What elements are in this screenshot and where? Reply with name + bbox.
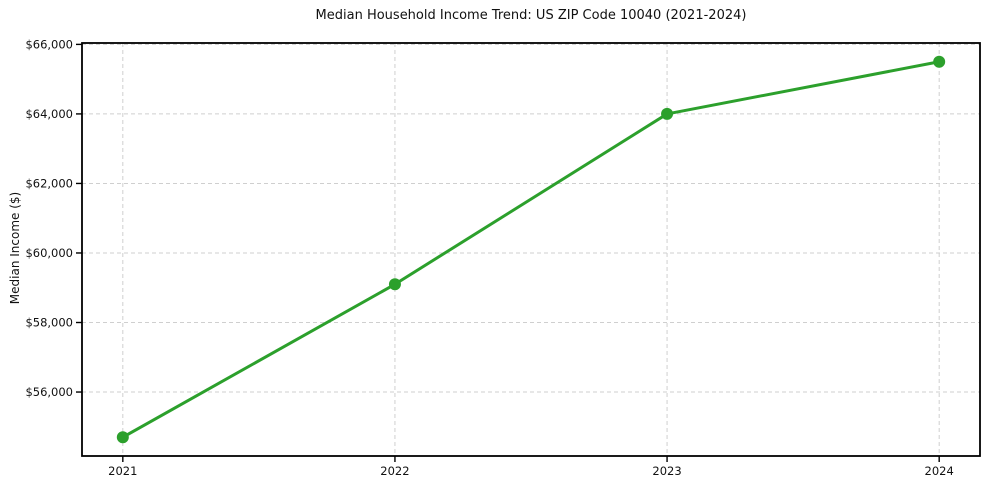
chart-title: Median Household Income Trend: US ZIP Co…	[315, 8, 747, 23]
y-tick-label: $56,000	[25, 385, 73, 399]
x-tick-label: 2022	[380, 464, 409, 478]
x-tick-label: 2023	[652, 464, 681, 478]
plot-border	[81, 42, 981, 457]
y-tick-label: $66,000	[25, 37, 73, 51]
data-line	[121, 60, 941, 439]
x-tick-label: 2024	[925, 464, 954, 478]
data-point	[388, 278, 401, 291]
data-point	[933, 55, 946, 68]
data-point	[661, 107, 674, 120]
y-tick-label: $62,000	[25, 176, 73, 190]
data-point	[116, 431, 129, 444]
y-tick-label: $58,000	[25, 316, 73, 330]
y-tick-label: $64,000	[25, 107, 73, 121]
y-tick-label: $60,000	[25, 246, 73, 260]
x-tick-label: 2021	[108, 464, 137, 478]
